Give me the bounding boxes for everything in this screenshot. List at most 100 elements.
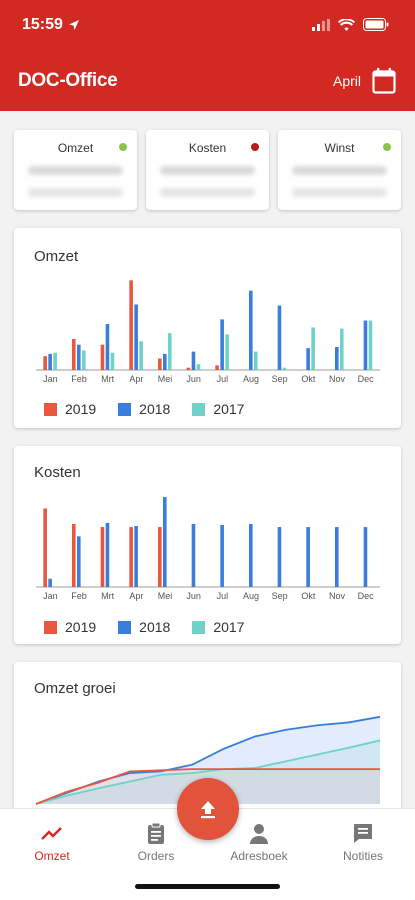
bar-Mrt-2017[interactable] [110, 352, 115, 370]
bar-Mei-2018[interactable] [163, 497, 167, 587]
upload-fab[interactable] [177, 778, 239, 840]
legend-item-2018[interactable]: 2018 [118, 401, 170, 417]
x-tick-label: Apr [129, 374, 143, 384]
nav-label: Omzet [34, 849, 70, 863]
nav-notities[interactable]: Notities [323, 821, 403, 863]
bar-Sep-2018[interactable] [277, 527, 282, 587]
status-dot [251, 143, 259, 151]
bar-Apr-2019[interactable] [129, 527, 133, 587]
bar-Jan-2019[interactable] [43, 508, 47, 587]
legend-label: 2019 [65, 401, 97, 417]
bar-Mrt-2019[interactable] [100, 344, 105, 370]
bar-Mrt-2018[interactable] [105, 522, 110, 587]
bar-Jul-2017[interactable] [225, 334, 229, 370]
upload-icon [201, 801, 215, 819]
area-fill-2018 [36, 716, 380, 804]
line-2019[interactable] [35, 768, 380, 805]
legend-item-2019[interactable]: 2019 [44, 401, 96, 417]
bar-Nov-2018[interactable] [335, 347, 339, 370]
kpi-label: Winst [324, 141, 355, 155]
kpi-value-blurred [28, 166, 123, 175]
bar-Dec-2018[interactable] [363, 527, 368, 587]
bar-Jan-2018[interactable] [48, 353, 52, 370]
bar-Feb-2019[interactable] [72, 523, 76, 587]
bar-Apr-2018[interactable] [134, 304, 138, 370]
bar-Jun-2018[interactable] [191, 351, 196, 370]
bar-Nov-2018[interactable] [335, 527, 339, 587]
calendar-icon[interactable] [372, 68, 396, 94]
legend-item-2019[interactable]: 2019 [44, 619, 96, 635]
bar-Aug-2018[interactable] [249, 290, 253, 370]
bar-Jun-2019[interactable] [186, 367, 191, 370]
x-tick-label: Sep [272, 591, 288, 601]
bar-Mei-2017[interactable] [168, 333, 172, 370]
kosten-chart-card[interactable]: Kosten Jan Feb Mrt Apr Mei Jun Jul Aug Sep Okt Nov… [14, 446, 401, 644]
bar-Aug-2018[interactable] [249, 523, 253, 587]
bar-Nov-2017[interactable] [340, 328, 344, 370]
person-icon [250, 824, 268, 844]
nav-omzet[interactable]: Omzet [12, 821, 92, 863]
notes-icon [354, 824, 372, 843]
x-tick-label: Jul [217, 374, 229, 384]
legend-label: 2017 [213, 619, 245, 635]
bar-Dec-2018[interactable] [363, 320, 368, 370]
status-icons [312, 18, 389, 31]
bar-Apr-2017[interactable] [139, 341, 143, 370]
nav-label: Adresboek [230, 849, 288, 863]
bar-Jul-2018[interactable] [220, 525, 224, 587]
area-fill-2017 [36, 740, 380, 804]
x-tick-label: Jun [186, 374, 201, 384]
month-label[interactable]: April [332, 73, 361, 89]
bar-Sep-2018[interactable] [277, 305, 282, 370]
x-tick-label: Mrt [101, 374, 114, 384]
bar-Mrt-2019[interactable] [100, 527, 105, 587]
omzet-chart-card[interactable]: Omzet Jan Feb Mrt Apr Mei Jun Jul Aug Sep Okt Nov D… [14, 228, 401, 428]
bar-Feb-2017[interactable] [82, 350, 86, 370]
x-tick-label: Feb [71, 374, 87, 384]
bar-Okt-2017[interactable] [311, 327, 315, 370]
bar-Feb-2018[interactable] [77, 344, 81, 370]
battery-icon [363, 18, 389, 31]
kpi-subvalue-blurred [160, 188, 255, 197]
bar-Jan-2017[interactable] [53, 352, 57, 370]
x-tick-label: Mrt [101, 591, 114, 601]
x-tick-label: Okt [301, 591, 316, 601]
bar-Mei-2018[interactable] [163, 353, 167, 370]
nav-orders[interactable]: Orders [116, 821, 196, 863]
bar-Jun-2018[interactable] [191, 523, 196, 587]
bar-Jul-2019[interactable] [215, 365, 219, 370]
bar-Jul-2018[interactable] [220, 319, 224, 370]
bar-Jan-2019[interactable] [43, 356, 47, 370]
legend-item-2018[interactable]: 2018 [118, 619, 170, 635]
legend-label: 2019 [65, 619, 97, 635]
bar-Feb-2019[interactable] [72, 338, 76, 370]
trending-up-icon [41, 827, 62, 840]
line-2017[interactable] [35, 739, 381, 805]
bar-Apr-2019[interactable] [129, 280, 133, 370]
bar-Okt-2018[interactable] [306, 348, 310, 370]
bar-Jan-2018[interactable] [48, 578, 52, 587]
legend-item-2017[interactable]: 2017 [192, 619, 244, 635]
bar-Mrt-2018[interactable] [105, 324, 110, 370]
legend-swatch [118, 620, 132, 634]
chart-title: Omzet groei [34, 680, 116, 697]
bar-Sep-2017[interactable] [282, 367, 287, 370]
x-tick-label: Jul [217, 591, 229, 601]
legend-swatch [44, 620, 57, 634]
home-indicator [135, 884, 280, 889]
bar-Okt-2018[interactable] [306, 527, 310, 587]
bar-Dec-2017[interactable] [368, 320, 373, 370]
bar-Aug-2017[interactable] [254, 351, 258, 370]
bar-Mei-2019[interactable] [158, 527, 162, 587]
kpi-card-omzet[interactable]: Omzet [14, 130, 137, 210]
legend-item-2017[interactable]: 2017 [192, 401, 244, 417]
x-tick-label: Dec [358, 591, 375, 601]
kpi-card-winst[interactable]: Winst [278, 130, 401, 210]
status-dot [383, 143, 391, 151]
bar-Apr-2018[interactable] [134, 526, 138, 587]
nav-adresboek[interactable]: Adresboek [219, 821, 299, 863]
bar-Jun-2017[interactable] [196, 364, 201, 370]
kpi-card-kosten[interactable]: Kosten [146, 130, 269, 210]
bar-Feb-2018[interactable] [77, 536, 81, 587]
bar-Mei-2019[interactable] [158, 358, 162, 371]
